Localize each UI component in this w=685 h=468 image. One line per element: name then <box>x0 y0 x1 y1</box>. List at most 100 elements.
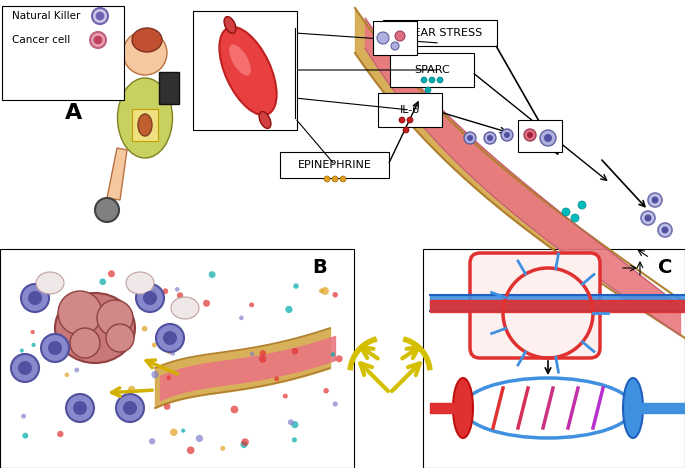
Circle shape <box>240 441 247 448</box>
Text: B: B <box>312 258 327 277</box>
Circle shape <box>95 198 119 222</box>
Circle shape <box>181 429 186 433</box>
Circle shape <box>425 87 431 93</box>
FancyBboxPatch shape <box>159 72 179 104</box>
Circle shape <box>57 431 64 437</box>
Circle shape <box>259 355 266 363</box>
Circle shape <box>108 271 115 277</box>
Circle shape <box>467 135 473 141</box>
Circle shape <box>123 401 137 415</box>
Circle shape <box>332 292 338 298</box>
Circle shape <box>241 439 249 446</box>
Circle shape <box>196 435 203 442</box>
Circle shape <box>23 432 28 439</box>
Circle shape <box>18 361 32 375</box>
Circle shape <box>283 394 288 399</box>
Text: A: A <box>65 103 82 123</box>
Circle shape <box>164 403 171 410</box>
Ellipse shape <box>453 378 473 438</box>
Circle shape <box>260 350 266 357</box>
Circle shape <box>11 354 39 382</box>
Circle shape <box>31 330 35 334</box>
Circle shape <box>291 421 299 428</box>
Circle shape <box>641 211 655 225</box>
Circle shape <box>58 291 102 335</box>
Circle shape <box>274 376 279 381</box>
Circle shape <box>166 348 173 354</box>
Circle shape <box>75 368 79 373</box>
Circle shape <box>170 429 177 436</box>
FancyBboxPatch shape <box>280 152 390 178</box>
Circle shape <box>332 176 338 182</box>
Circle shape <box>94 36 102 44</box>
Circle shape <box>175 287 179 292</box>
Ellipse shape <box>623 378 643 438</box>
Circle shape <box>437 77 443 83</box>
Ellipse shape <box>259 111 271 128</box>
FancyBboxPatch shape <box>383 20 497 46</box>
Circle shape <box>152 343 157 347</box>
Circle shape <box>90 32 106 48</box>
Circle shape <box>70 328 100 358</box>
Circle shape <box>163 331 177 345</box>
Circle shape <box>96 12 104 20</box>
Circle shape <box>527 132 533 138</box>
Circle shape <box>162 288 169 294</box>
Circle shape <box>116 394 144 422</box>
Circle shape <box>123 396 129 402</box>
Circle shape <box>407 117 413 123</box>
Circle shape <box>319 288 324 293</box>
Circle shape <box>544 134 552 142</box>
Circle shape <box>28 291 42 305</box>
Circle shape <box>250 351 254 356</box>
Circle shape <box>391 42 399 50</box>
Circle shape <box>187 446 195 454</box>
Text: SHEAR STRESS: SHEAR STRESS <box>398 28 482 38</box>
Circle shape <box>151 371 159 378</box>
Ellipse shape <box>126 272 154 294</box>
Circle shape <box>648 193 662 207</box>
Circle shape <box>99 278 106 285</box>
Circle shape <box>106 324 134 352</box>
Text: SPARC: SPARC <box>414 65 450 75</box>
Circle shape <box>57 312 64 319</box>
Circle shape <box>110 332 114 337</box>
Circle shape <box>484 132 496 144</box>
Circle shape <box>333 402 338 407</box>
Circle shape <box>73 401 87 415</box>
Circle shape <box>20 349 24 352</box>
Circle shape <box>504 132 510 138</box>
Circle shape <box>399 117 405 123</box>
Text: EPINEPHRINE: EPINEPHRINE <box>298 160 372 170</box>
Circle shape <box>421 77 427 83</box>
Circle shape <box>80 401 86 407</box>
FancyBboxPatch shape <box>373 21 417 55</box>
Ellipse shape <box>138 114 152 136</box>
Circle shape <box>403 127 409 133</box>
Circle shape <box>143 291 157 305</box>
Circle shape <box>293 283 299 289</box>
Circle shape <box>292 348 298 354</box>
FancyBboxPatch shape <box>518 120 562 152</box>
Circle shape <box>645 214 651 221</box>
Text: C: C <box>658 258 672 277</box>
FancyBboxPatch shape <box>0 249 354 468</box>
Circle shape <box>177 292 183 299</box>
Circle shape <box>41 334 69 362</box>
FancyBboxPatch shape <box>2 6 124 100</box>
Circle shape <box>395 31 405 41</box>
Ellipse shape <box>118 78 173 158</box>
Circle shape <box>571 214 579 222</box>
Circle shape <box>21 414 26 419</box>
Ellipse shape <box>219 27 277 115</box>
Circle shape <box>136 284 164 312</box>
Circle shape <box>340 176 346 182</box>
Circle shape <box>331 352 335 357</box>
Ellipse shape <box>55 293 135 363</box>
Circle shape <box>68 315 73 321</box>
Circle shape <box>160 296 165 301</box>
Circle shape <box>292 437 297 442</box>
Circle shape <box>321 287 329 295</box>
Circle shape <box>92 8 108 24</box>
Circle shape <box>324 176 330 182</box>
